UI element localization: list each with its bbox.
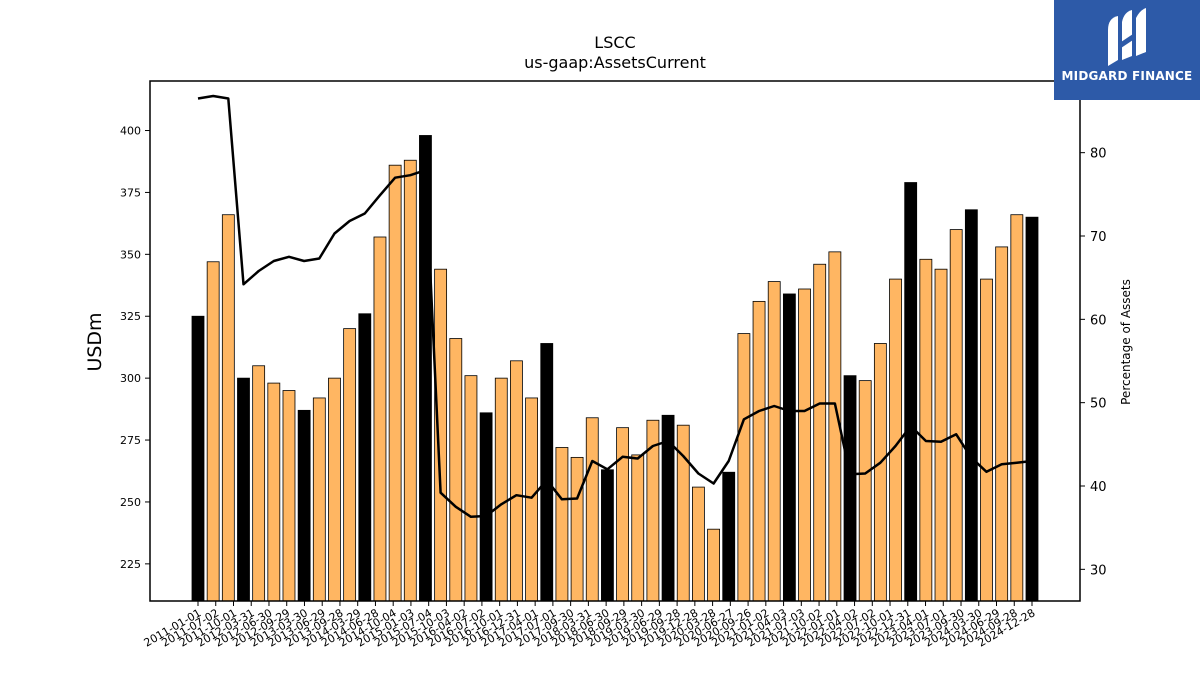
y-tick-label: 250 xyxy=(120,496,141,509)
bar xyxy=(358,313,372,602)
bar xyxy=(555,447,569,602)
bar xyxy=(191,315,205,602)
bar xyxy=(873,343,887,602)
bar xyxy=(692,486,705,602)
y-tick-label: 325 xyxy=(120,310,141,323)
bar xyxy=(707,528,720,602)
y-tick-label: 375 xyxy=(120,186,141,199)
y-axis-ticks: 225 250 275 300 325 350 375 400 xyxy=(120,125,150,571)
bar xyxy=(449,338,463,602)
bar xyxy=(1010,214,1024,602)
bar xyxy=(934,268,948,602)
y2-axis-ticks: 30 40 50 60 70 80 xyxy=(1080,147,1107,578)
y-axis-label: USDm xyxy=(84,312,106,371)
bar xyxy=(631,454,645,602)
y2-tick-label: 60 xyxy=(1090,313,1107,328)
bar xyxy=(252,365,266,602)
midgard-logo-icon xyxy=(1108,8,1146,66)
bar xyxy=(964,209,978,602)
chart-title: LSCC xyxy=(594,33,635,52)
x-axis-ticks: 2011-01-012011-07-022011-10-012012-03-31… xyxy=(142,601,1038,650)
bar xyxy=(237,377,250,602)
y-tick-label: 350 xyxy=(120,248,141,261)
bar xyxy=(343,328,357,602)
chart-subtitle: us-gaap:AssetsCurrent xyxy=(524,53,706,72)
plot-frame xyxy=(149,80,1081,602)
bar xyxy=(980,278,993,602)
y-tick-label: 400 xyxy=(120,125,141,138)
y-tick-label: 300 xyxy=(120,372,141,385)
bar xyxy=(616,427,629,602)
bar xyxy=(540,343,554,602)
bar xyxy=(525,397,538,602)
percentage-line xyxy=(197,94,1033,519)
bar xyxy=(464,375,478,602)
bar xyxy=(601,469,614,602)
y2-tick-label: 40 xyxy=(1090,480,1107,495)
bar xyxy=(221,214,235,602)
y2-tick-label: 80 xyxy=(1090,147,1107,162)
y-tick-label: 275 xyxy=(120,434,141,447)
bar xyxy=(419,135,432,602)
y2-axis-label: Percentage of Assets xyxy=(1119,279,1133,405)
bar xyxy=(434,268,448,602)
bar xyxy=(919,258,933,602)
bar xyxy=(206,261,220,602)
brand-name: MIDGARD FINANCE xyxy=(1061,69,1193,83)
bar xyxy=(813,263,827,602)
bar xyxy=(494,377,508,602)
bar xyxy=(843,375,857,602)
bar xyxy=(585,417,599,602)
bar xyxy=(904,182,918,602)
bar xyxy=(479,412,493,602)
bar xyxy=(995,246,1009,602)
bar xyxy=(373,236,387,602)
percentage-line-group xyxy=(197,94,1033,519)
bar xyxy=(798,288,811,602)
bar xyxy=(752,300,766,602)
bar xyxy=(737,333,751,602)
bar xyxy=(858,380,872,602)
bar xyxy=(282,390,296,602)
y-tick-label: 225 xyxy=(120,558,141,571)
bar xyxy=(1025,216,1039,602)
y2-tick-label: 30 xyxy=(1090,563,1107,578)
bar xyxy=(267,382,281,602)
bar xyxy=(510,360,523,602)
brand-logo: MIDGARD FINANCE xyxy=(1054,0,1200,100)
bar-group xyxy=(191,135,1039,602)
bar xyxy=(949,229,963,602)
bar xyxy=(388,164,402,602)
bar xyxy=(297,409,311,602)
bar xyxy=(403,159,417,602)
bar xyxy=(328,377,341,602)
bar xyxy=(570,456,584,602)
bar xyxy=(782,293,796,602)
y2-tick-label: 70 xyxy=(1090,230,1107,245)
bar xyxy=(767,281,781,602)
bar xyxy=(312,397,326,602)
bar xyxy=(722,471,736,602)
y2-tick-label: 50 xyxy=(1090,397,1107,412)
